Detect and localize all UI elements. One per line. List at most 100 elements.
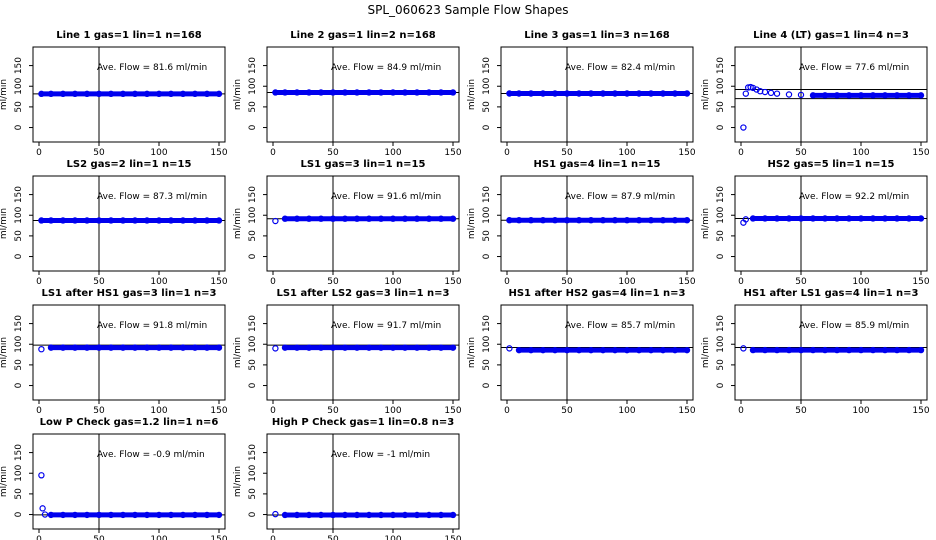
data-point xyxy=(671,217,679,224)
data-point xyxy=(611,346,619,354)
data-point xyxy=(869,346,877,354)
y-tick-label: 150 xyxy=(14,315,24,332)
data-point xyxy=(119,344,127,351)
data-point xyxy=(857,92,865,99)
x-tick-label: 100 xyxy=(384,535,401,540)
data-point xyxy=(449,215,457,222)
data-point xyxy=(317,511,325,519)
data-point xyxy=(563,217,571,224)
y-tick-label: 150 xyxy=(248,57,258,74)
y-tick-label: 0 xyxy=(248,124,258,130)
data-point xyxy=(809,92,817,99)
data-point xyxy=(905,215,913,222)
x-tick-label: 150 xyxy=(912,148,929,158)
data-point xyxy=(527,346,535,354)
data-point xyxy=(767,89,775,97)
data-point xyxy=(785,91,793,98)
panel-title: Line 1 gas=1 lin=1 n=168 xyxy=(56,30,202,41)
y-tick-label: 0 xyxy=(482,382,492,388)
panel-title: LS1 after LS2 gas=3 lin=1 n=3 xyxy=(276,288,449,299)
panel-10: LS1 after LS2 gas=3 lin=1 n=3 ml/min 0 50 10… xyxy=(233,288,462,416)
x-tick-label: 150 xyxy=(912,406,929,416)
data-point xyxy=(742,216,750,223)
data-point xyxy=(377,215,385,222)
data-point xyxy=(401,344,409,351)
data-point xyxy=(797,215,805,222)
data-point xyxy=(857,215,865,222)
data-point xyxy=(215,217,223,224)
data-point xyxy=(671,346,679,354)
data-point xyxy=(329,215,337,222)
data-point xyxy=(845,92,853,99)
data-point xyxy=(506,345,513,352)
data-point xyxy=(635,217,643,224)
y-axis-label: ml/min xyxy=(233,208,243,239)
data-point xyxy=(551,346,559,354)
x-tick-label: 150 xyxy=(444,148,461,158)
data-point xyxy=(47,90,55,98)
data-point xyxy=(317,344,325,351)
panel-title: Line 2 gas=1 lin=2 n=168 xyxy=(290,30,436,41)
data-point xyxy=(83,344,91,351)
data-point xyxy=(305,89,313,96)
plot-frame xyxy=(32,433,226,530)
x-tick-label: 0 xyxy=(270,406,276,416)
data-point xyxy=(917,92,925,99)
data-point xyxy=(425,344,433,351)
average-flow-annotation: Ave. Flow = 91.8 ml/min xyxy=(97,321,207,331)
panel-title: HS1 after LS1 gas=4 lin=1 n=3 xyxy=(743,288,918,299)
data-point xyxy=(203,511,211,519)
average-flow-annotation: Ave. Flow = -1 ml/min xyxy=(331,450,430,460)
data-point xyxy=(365,511,373,519)
plot-frame xyxy=(734,304,928,401)
y-tick-label: 0 xyxy=(14,124,24,130)
data-point xyxy=(215,344,223,351)
plot-frame xyxy=(500,304,694,401)
data-point xyxy=(683,217,691,224)
average-flow-annotation: Ave. Flow = 82.4 ml/min xyxy=(565,63,675,73)
data-point xyxy=(293,215,301,222)
x-tick-label: 100 xyxy=(384,277,401,287)
data-point xyxy=(539,90,547,97)
data-point xyxy=(749,215,757,222)
data-point xyxy=(623,217,631,224)
y-tick-label: 100 xyxy=(482,206,492,223)
data-point xyxy=(599,346,607,354)
data-point xyxy=(389,511,397,519)
data-point xyxy=(575,90,583,97)
data-point xyxy=(38,345,45,353)
data-point xyxy=(191,344,199,351)
y-tick-label: 0 xyxy=(248,511,258,517)
data-point xyxy=(38,217,45,224)
data-point xyxy=(773,215,781,222)
y-tick-label: 50 xyxy=(14,359,24,371)
data-point xyxy=(683,90,691,97)
x-tick-label: 50 xyxy=(327,148,339,158)
x-tick-label: 50 xyxy=(93,148,105,158)
data-point xyxy=(377,511,385,519)
plot-frame xyxy=(734,46,928,143)
data-point xyxy=(59,217,67,224)
average-flow-annotation: Ave. Flow = 85.9 ml/min xyxy=(799,321,909,331)
x-tick-label: 50 xyxy=(93,406,105,416)
data-point xyxy=(833,92,841,99)
panels-grid: Line 1 gas=1 lin=1 n=168 ml/min 0 50 100 150 0… xyxy=(0,30,930,540)
data-point xyxy=(449,511,457,519)
data-point xyxy=(881,346,889,354)
y-tick-label: 50 xyxy=(482,359,492,371)
data-point xyxy=(611,90,619,97)
data-point xyxy=(413,215,421,222)
x-tick-label: 0 xyxy=(738,277,744,287)
average-flow-annotation: Ave. Flow = 91.7 ml/min xyxy=(331,321,441,331)
data-point xyxy=(293,511,301,519)
data-point xyxy=(413,511,421,519)
data-point xyxy=(215,90,223,98)
data-point xyxy=(377,344,385,351)
data-point xyxy=(83,511,91,519)
panel-title: Line 3 gas=1 lin=3 n=168 xyxy=(524,30,670,41)
data-point xyxy=(647,90,655,97)
x-tick-label: 50 xyxy=(795,148,807,158)
x-tick-label: 100 xyxy=(618,277,635,287)
data-point xyxy=(515,346,523,354)
